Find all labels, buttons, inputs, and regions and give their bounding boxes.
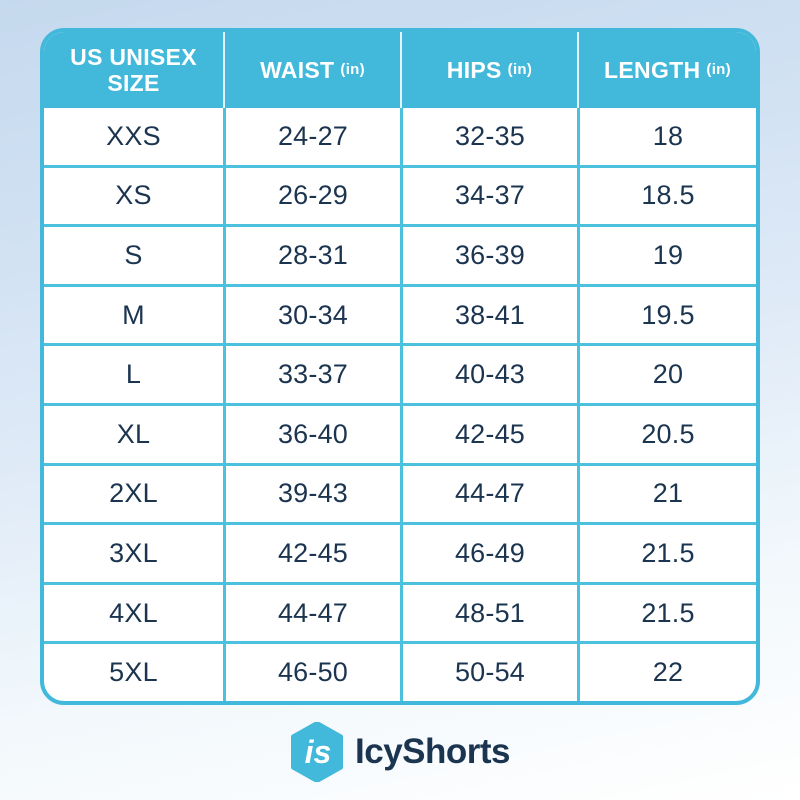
table-row-xl: XL 36-40 42-45 20.5: [44, 402, 756, 463]
header-waist: WAIST (in): [223, 32, 400, 108]
table-row-2xl: 2XL 39-43 44-47 21: [44, 462, 756, 523]
cell-size: S: [124, 239, 143, 270]
header-length-label: LENGTH: [604, 56, 701, 83]
cell-hips: 32-35: [400, 108, 577, 165]
cell-size: 5XL: [109, 657, 158, 688]
cell-hips: 44-47: [400, 465, 577, 523]
cell-waist: 46-50: [223, 644, 400, 701]
cell-length: 21.5: [577, 584, 756, 642]
header-size-label: US UNISEX SIZE: [70, 43, 197, 96]
cell-length: 19: [577, 227, 756, 284]
hexagon-is-monogram: is: [305, 734, 332, 770]
cell-hips: 40-43: [400, 346, 577, 403]
table-row-3xl: 3XL 42-45 46-49 21.5: [44, 522, 756, 582]
cell-hips: 34-37: [400, 167, 577, 225]
cell-waist: 24-27: [223, 108, 400, 165]
cell-size: XXS: [106, 120, 161, 151]
header-hips-label: HIPS: [446, 56, 502, 83]
cell-length: 21.5: [577, 525, 756, 582]
cell-waist: 26-29: [223, 167, 400, 225]
table-header-row: US UNISEX SIZE WAIST (in) HIPS (in) LENG…: [44, 32, 756, 108]
cell-length: 22: [577, 644, 756, 701]
cell-waist: 36-40: [223, 405, 400, 463]
cell-length: 20: [577, 346, 756, 403]
cell-waist: 33-37: [223, 346, 400, 403]
cell-waist: 28-31: [223, 227, 400, 284]
cell-hips: 36-39: [400, 227, 577, 284]
cell-hips: 38-41: [400, 286, 577, 344]
table-row-s: S 28-31 36-39 19: [44, 224, 756, 284]
cell-length: 19.5: [577, 286, 756, 344]
table-row-l: L 33-37 40-43 20: [44, 343, 756, 403]
cell-waist: 39-43: [223, 465, 400, 523]
brand-name: IcyShorts: [355, 732, 511, 771]
cell-size: 4XL: [109, 597, 158, 628]
header-length-unit: (in): [706, 61, 731, 79]
cell-length: 18.5: [577, 167, 756, 225]
header-length: LENGTH (in): [577, 32, 756, 108]
cell-size: M: [122, 299, 145, 330]
cell-size: 3XL: [109, 537, 158, 568]
cell-size: 2XL: [109, 478, 158, 509]
cell-size: L: [125, 359, 142, 390]
table-row-5xl: 5XL 46-50 50-54 22: [44, 641, 756, 701]
cell-length: 20.5: [577, 405, 756, 463]
size-chart-table: US UNISEX SIZE WAIST (in) HIPS (in) LENG…: [40, 28, 760, 705]
cell-size: XS: [115, 180, 152, 211]
cell-hips: 48-51: [400, 584, 577, 642]
header-hips: HIPS (in): [400, 32, 577, 108]
cell-hips: 46-49: [400, 525, 577, 582]
header-waist-label: WAIST: [260, 56, 335, 83]
header-size: US UNISEX SIZE: [44, 32, 223, 108]
icyshorts-hexagon-icon: is: [291, 722, 343, 782]
cell-hips: 50-54: [400, 644, 577, 701]
cell-length: 18: [577, 108, 756, 165]
header-waist-unit: (in): [340, 61, 365, 79]
cell-hips: 42-45: [400, 405, 577, 463]
brand-logo: is IcyShorts: [0, 720, 800, 784]
cell-waist: 44-47: [223, 584, 400, 642]
cell-size: XL: [116, 418, 151, 449]
table-row-4xl: 4XL 44-47 48-51 21.5: [44, 581, 756, 642]
table-row-xs: XS 26-29 34-37 18.5: [44, 164, 756, 225]
cell-length: 21: [577, 465, 756, 523]
cell-waist: 30-34: [223, 286, 400, 344]
header-hips-unit: (in): [507, 61, 533, 79]
cell-waist: 42-45: [223, 525, 400, 582]
table-row-xxs: XXS 24-27 32-35 18: [44, 108, 756, 165]
table-row-m: M 30-34 38-41 19.5: [44, 283, 756, 344]
